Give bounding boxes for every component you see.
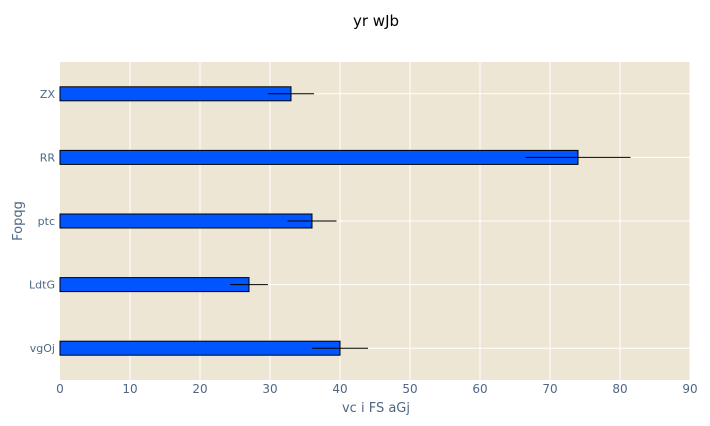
bar-ptc [59,213,313,229]
y-axis-title: Fopqg [11,201,26,241]
x-tick-label: 70 [542,382,557,396]
bar-vgOj [59,340,341,356]
x-tick-label: 0 [56,382,64,396]
bar-ZX [59,86,292,102]
y-category-label: vgOj [30,342,55,355]
x-tick-label: 80 [612,382,627,396]
bar-LdtG [59,277,250,293]
x-tick-label: 40 [332,382,347,396]
bar-RR [59,149,579,165]
y-category-label: ZX [40,88,56,101]
x-tick-label: 90 [682,382,697,396]
x-ticks: 0 10 20 30 40 50 60 70 80 90 [56,382,697,396]
y-category-label: LdtG [29,279,55,292]
bars [59,86,579,356]
y-category-label: RR [40,151,56,164]
error-bars [230,93,631,349]
x-tick-label: 10 [122,382,137,396]
y-category-label: ptc [38,215,55,228]
y-category-labels: ZX RR ptc LdtG vgOj [29,88,55,355]
chart-title: yr wJb [353,12,399,30]
x-tick-label: 20 [192,382,207,396]
x-tick-label: 30 [262,382,277,396]
x-tick-label: 50 [402,382,417,396]
x-tick-label: 60 [472,382,487,396]
x-axis-title: vc i FS aGj [342,401,410,416]
